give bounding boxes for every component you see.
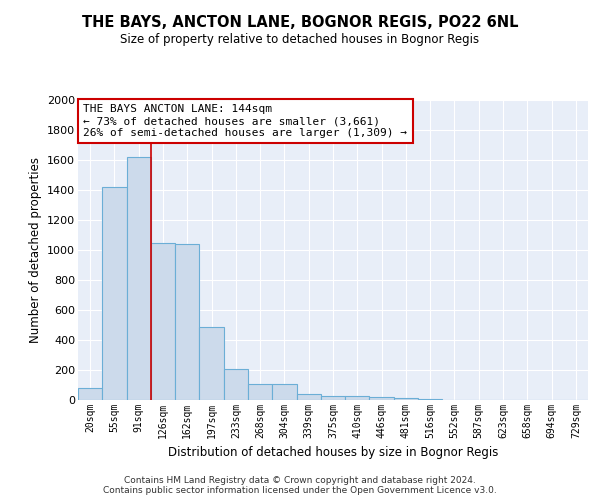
X-axis label: Distribution of detached houses by size in Bognor Regis: Distribution of detached houses by size …	[168, 446, 498, 460]
Bar	[127, 157, 151, 400]
Bar	[175, 244, 199, 400]
Bar	[102, 187, 127, 400]
Bar	[418, 398, 442, 400]
Bar	[151, 242, 175, 400]
Bar	[321, 396, 345, 400]
Bar	[272, 384, 296, 400]
Text: THE BAYS, ANCTON LANE, BOGNOR REGIS, PO22 6NL: THE BAYS, ANCTON LANE, BOGNOR REGIS, PO2…	[82, 15, 518, 30]
Bar	[370, 397, 394, 400]
Bar	[224, 369, 248, 400]
Bar	[296, 394, 321, 400]
Y-axis label: Number of detached properties: Number of detached properties	[29, 157, 41, 343]
Bar	[78, 388, 102, 400]
Text: THE BAYS ANCTON LANE: 144sqm
← 73% of detached houses are smaller (3,661)
26% of: THE BAYS ANCTON LANE: 144sqm ← 73% of de…	[83, 104, 407, 138]
Text: Contains HM Land Registry data © Crown copyright and database right 2024.
Contai: Contains HM Land Registry data © Crown c…	[103, 476, 497, 495]
Text: Size of property relative to detached houses in Bognor Regis: Size of property relative to detached ho…	[121, 32, 479, 46]
Bar	[345, 396, 370, 400]
Bar	[394, 398, 418, 400]
Bar	[248, 384, 272, 400]
Bar	[199, 326, 224, 400]
